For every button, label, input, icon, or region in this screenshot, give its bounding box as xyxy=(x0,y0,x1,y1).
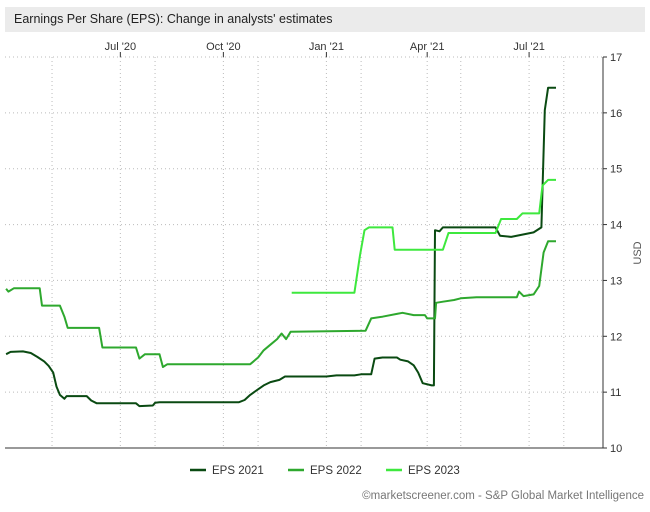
y-tick-label: 15 xyxy=(610,164,622,176)
series-line-3 xyxy=(291,178,556,294)
y-axis-title: USD xyxy=(632,241,644,264)
chart-title: Earnings Per Share (EPS): Change in anal… xyxy=(14,12,333,26)
x-tick-label: Jul '20 xyxy=(105,41,136,53)
x-tick-label: Apr '21 xyxy=(410,41,445,53)
axes xyxy=(5,52,607,449)
chart-title-bar: Earnings Per Share (EPS): Change in anal… xyxy=(5,7,645,32)
grid xyxy=(5,56,603,448)
source-credit: ©marketscreener.com - S&P Global Market … xyxy=(362,490,644,502)
y-tick-labels: 10 11 12 13 14 15 16 17 xyxy=(610,52,622,455)
x-tick-label: Oct '20 xyxy=(206,41,241,53)
y-tick-label: 11 xyxy=(610,387,621,399)
y-tick-label: 14 xyxy=(610,220,622,232)
legend-label: EPS 2022 xyxy=(310,465,362,477)
y-tick-label: 13 xyxy=(610,275,622,287)
y-tick-label: 16 xyxy=(610,108,622,120)
y-tick-label: 17 xyxy=(610,52,622,64)
series-line-2 xyxy=(5,240,556,368)
x-tick-label: Jan '21 xyxy=(309,41,344,53)
x-tick-labels: Jul '20 Oct '20 Jan '21 Apr '21 Jul '21 xyxy=(105,41,545,53)
legend-label: EPS 2021 xyxy=(212,465,264,477)
y-tick-label: 10 xyxy=(610,443,622,455)
series-lines xyxy=(5,86,556,408)
legend-label: EPS 2023 xyxy=(408,465,460,477)
legend: EPS 2021 EPS 2022 EPS 2023 xyxy=(190,465,460,477)
x-tick-label: Jul '21 xyxy=(513,41,544,53)
series-line-1 xyxy=(5,86,556,408)
y-tick-label: 12 xyxy=(610,331,622,343)
